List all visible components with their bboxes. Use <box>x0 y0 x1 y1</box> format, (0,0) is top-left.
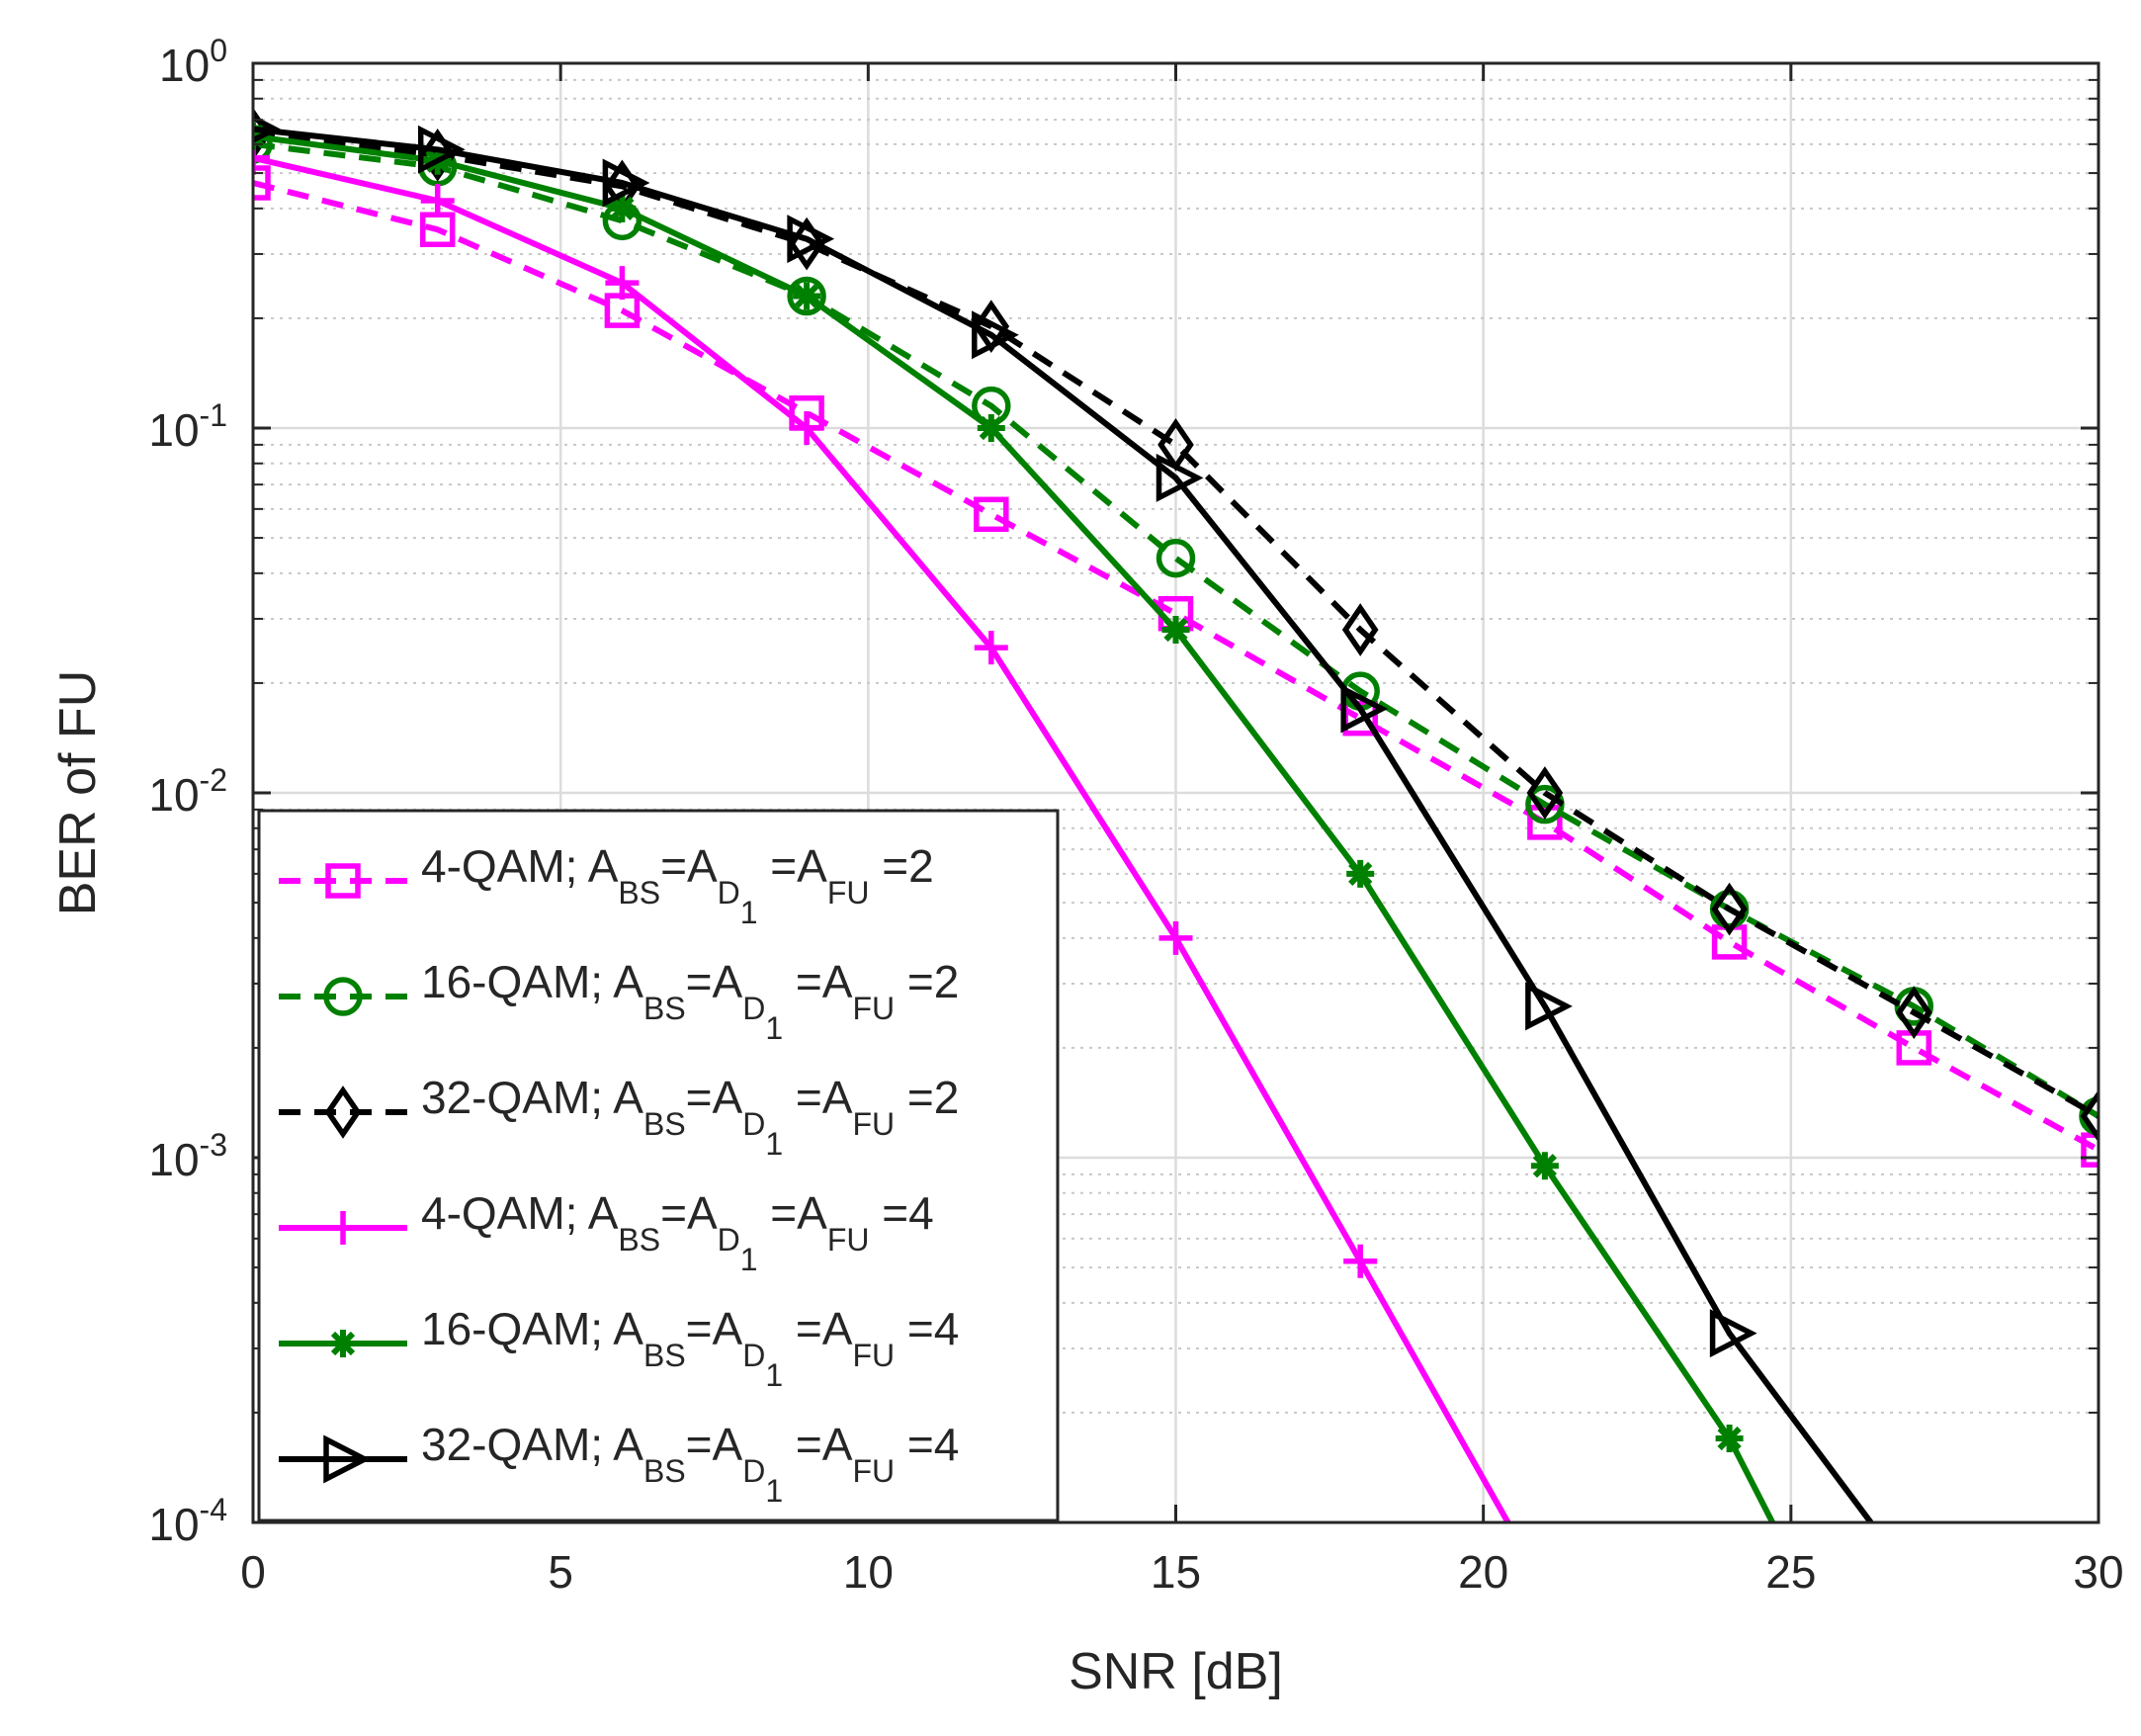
series-5-point <box>793 282 821 310</box>
legend-entry-label: 16-QAM; ABS=AD1 =AFU =4 <box>421 1303 959 1393</box>
x-tick-label: 10 <box>843 1546 894 1598</box>
series-layer <box>253 107 2098 1522</box>
series-4-point <box>1343 1244 1378 1278</box>
series-1-point <box>253 165 271 201</box>
series-3-point <box>1711 882 1748 936</box>
series-6-point <box>602 158 650 208</box>
series-4-point <box>605 266 640 301</box>
series-5-point <box>977 414 1005 442</box>
x-tick-label: 30 <box>2073 1546 2123 1598</box>
series-5-line <box>253 133 1775 1522</box>
x-tick-label: 5 <box>548 1546 573 1598</box>
series-6 <box>253 115 1874 1522</box>
series-4 <box>253 140 1511 1522</box>
series-6-point <box>787 215 835 264</box>
legend-marker <box>323 977 363 1016</box>
legend-marker <box>325 863 361 899</box>
legend-box <box>257 809 1060 1522</box>
series-5-point <box>608 194 637 222</box>
legend-entry-label: 4-QAM; ABS=AD1 =AFU =2 <box>421 840 934 930</box>
x-tick-label: 25 <box>1765 1546 1816 1598</box>
series-1-line <box>253 180 2098 1153</box>
y-tick-label: 10-1 <box>148 397 227 456</box>
series-3-point <box>1341 603 1379 656</box>
series-1-point <box>974 496 1009 533</box>
x-axis-label: SNR [dB] <box>1069 1643 1283 1700</box>
series-1-point <box>2081 1132 2098 1168</box>
x-tick-label: 20 <box>1458 1546 1508 1598</box>
x-tick-label: 15 <box>1151 1546 1201 1598</box>
series-5 <box>253 123 1775 1522</box>
legend-marker <box>324 1085 362 1139</box>
series-3-point <box>2080 1089 2098 1143</box>
series-6-line <box>253 126 1874 1522</box>
series-6-point <box>1156 453 1204 502</box>
series-2-point <box>253 125 273 164</box>
series-6-point <box>1709 1309 1757 1358</box>
series-4-point <box>1158 920 1193 955</box>
series-2-point <box>1156 538 1196 578</box>
series-5-point <box>1161 615 1190 644</box>
series-3-point <box>1526 766 1564 820</box>
series-3-point <box>1895 986 1932 1040</box>
legend-entry-label: 32-QAM; ABS=AD1 =AFU =2 <box>421 1072 959 1162</box>
series-5-point <box>1530 1152 1559 1180</box>
series-5-point <box>1715 1424 1744 1452</box>
series-5-point <box>1346 859 1375 888</box>
series-6-point <box>1525 982 1573 1031</box>
y-tick-label: 10-4 <box>148 1492 227 1550</box>
y-tick-label: 10-2 <box>148 762 227 821</box>
y-axis-label: BER of FU <box>49 670 107 916</box>
series-6-point <box>1340 684 1389 734</box>
series-2-point <box>787 276 826 316</box>
series-6-point <box>972 310 1019 360</box>
tick-labels: 0 5 10 15 20 25 30 100 10-1 10-2 10-3 10-4 <box>148 33 2123 1598</box>
series-6-point <box>417 125 466 174</box>
x-tick-label: 0 <box>240 1546 266 1598</box>
series-4-point <box>253 140 270 175</box>
series-4-line <box>253 154 1511 1522</box>
series-4-point <box>420 184 455 218</box>
legend-entry-label: 16-QAM; ABS=AD1 =AFU =2 <box>421 956 959 1046</box>
legend-marker <box>326 1211 360 1245</box>
y-tick-label: 100 <box>159 33 227 91</box>
series-4-point <box>790 411 824 445</box>
y-tick-label: 10-3 <box>148 1127 227 1185</box>
series-3-line <box>253 130 2098 1119</box>
legend-marker <box>323 1434 372 1484</box>
series-4-point <box>974 631 1008 665</box>
legend-entry-label: 4-QAM; ABS=AD1 =AFU =4 <box>421 1187 934 1277</box>
legend: 4-QAM; ABS=AD1 =AFU =2 16-QAM; ABS=AD1 =A… <box>257 809 1060 1522</box>
legend-marker <box>329 1330 357 1357</box>
legend-entry-label: 32-QAM; ABS=AD1 =AFU =4 <box>421 1419 959 1509</box>
